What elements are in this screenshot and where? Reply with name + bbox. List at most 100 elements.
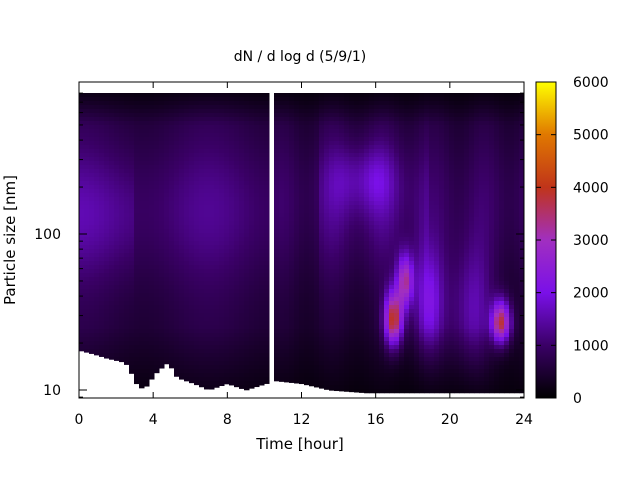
heatmap-cell: [184, 221, 190, 226]
heatmap-cell: [394, 113, 400, 118]
heatmap-cell: [94, 133, 100, 138]
heatmap-cell: [224, 153, 230, 158]
heatmap-cell: [314, 273, 320, 278]
heatmap-cell: [339, 341, 345, 346]
heatmap-cell: [394, 217, 400, 222]
heatmap-cell: [229, 213, 235, 218]
heatmap-cell: [114, 193, 120, 198]
heatmap-cell: [89, 205, 95, 210]
heatmap-cell: [234, 325, 240, 330]
heatmap-cell: [139, 201, 145, 206]
heatmap-cell: [244, 301, 250, 306]
heatmap-cell: [124, 173, 130, 178]
heatmap-cell: [204, 277, 210, 282]
heatmap-cell: [309, 193, 315, 198]
heatmap-cell: [129, 321, 135, 326]
heatmap-cell: [229, 153, 235, 158]
heatmap-cell: [109, 305, 115, 310]
heatmap-cell: [329, 209, 335, 214]
heatmap-cell: [229, 337, 235, 342]
heatmap-cell: [379, 277, 385, 282]
heatmap-cell: [264, 101, 270, 106]
heatmap-cell: [289, 349, 295, 354]
heatmap-cell: [94, 249, 100, 254]
heatmap-cell: [94, 237, 100, 242]
heatmap-cell: [384, 369, 390, 374]
heatmap-cell: [284, 157, 290, 162]
heatmap-cell: [414, 185, 420, 190]
heatmap-cell: [159, 313, 165, 318]
heatmap-cell: [294, 381, 300, 384]
heatmap-cell: [419, 217, 425, 222]
heatmap-cell: [239, 285, 245, 290]
heatmap-cell: [244, 377, 250, 382]
heatmap-cell: [184, 177, 190, 182]
heatmap-cell: [104, 257, 110, 262]
heatmap-cell: [264, 237, 270, 242]
heatmap-cell: [244, 353, 250, 358]
heatmap-cell: [239, 233, 245, 238]
heatmap-cell: [94, 209, 100, 214]
heatmap-cell: [284, 361, 290, 366]
heatmap-cell: [419, 377, 425, 382]
heatmap-cell: [214, 249, 220, 254]
heatmap-cell: [234, 113, 240, 118]
heatmap-cell: [94, 221, 100, 226]
heatmap-cell: [129, 93, 135, 98]
heatmap-cell: [94, 169, 100, 174]
heatmap-cell: [179, 213, 185, 218]
heatmap-cell: [264, 273, 270, 278]
heatmap-cell: [249, 201, 255, 206]
heatmap-cell: [99, 217, 105, 222]
heatmap-cell: [329, 105, 335, 110]
heatmap-cell: [114, 113, 120, 118]
heatmap-cell: [129, 177, 135, 182]
heatmap-cell: [109, 145, 115, 150]
heatmap-cell: [239, 345, 245, 350]
heatmap-cell: [334, 245, 340, 250]
heatmap-cell: [244, 341, 250, 346]
heatmap-cell: [354, 345, 360, 350]
heatmap-cell: [229, 201, 235, 206]
heatmap-cell: [189, 229, 195, 234]
heatmap-cell: [249, 349, 255, 354]
heatmap-cell: [89, 301, 95, 306]
heatmap-cell: [124, 201, 130, 206]
heatmap-cell: [299, 253, 305, 258]
heatmap-cell: [299, 245, 305, 250]
heatmap-cell: [264, 305, 270, 310]
heatmap-cell: [284, 137, 290, 142]
heatmap-cell: [324, 245, 330, 250]
heatmap-cell: [364, 137, 370, 142]
heatmap-cell: [204, 173, 210, 178]
heatmap-cell: [189, 317, 195, 322]
heatmap-cell: [419, 305, 425, 310]
heatmap-cell: [299, 165, 305, 170]
heatmap-cell: [99, 149, 105, 154]
heatmap-cell: [314, 301, 320, 306]
heatmap-cell: [109, 165, 115, 170]
heatmap-cell: [199, 189, 205, 194]
heatmap-cell: [259, 345, 265, 350]
heatmap-cell: [359, 365, 365, 370]
heatmap-cell: [364, 129, 370, 134]
heatmap-cell: [344, 225, 350, 230]
heatmap-cell: [404, 161, 410, 166]
heatmap-cell: [189, 137, 195, 142]
heatmap-cell: [189, 129, 195, 134]
heatmap-cell: [149, 293, 155, 298]
heatmap-cell: [174, 181, 180, 186]
heatmap-cell: [84, 153, 90, 158]
heatmap-cell: [309, 185, 315, 190]
heatmap-cell: [344, 369, 350, 374]
heatmap-cell: [199, 313, 205, 318]
heatmap-cell: [284, 269, 290, 274]
heatmap-cell: [279, 181, 285, 186]
heatmap-cell: [289, 345, 295, 350]
heatmap-cell: [369, 209, 375, 214]
heatmap-cell: [299, 201, 305, 206]
heatmap-cell: [184, 217, 190, 222]
heatmap-cell: [229, 325, 235, 330]
heatmap-cell: [99, 333, 105, 338]
heatmap-cell: [104, 293, 110, 298]
